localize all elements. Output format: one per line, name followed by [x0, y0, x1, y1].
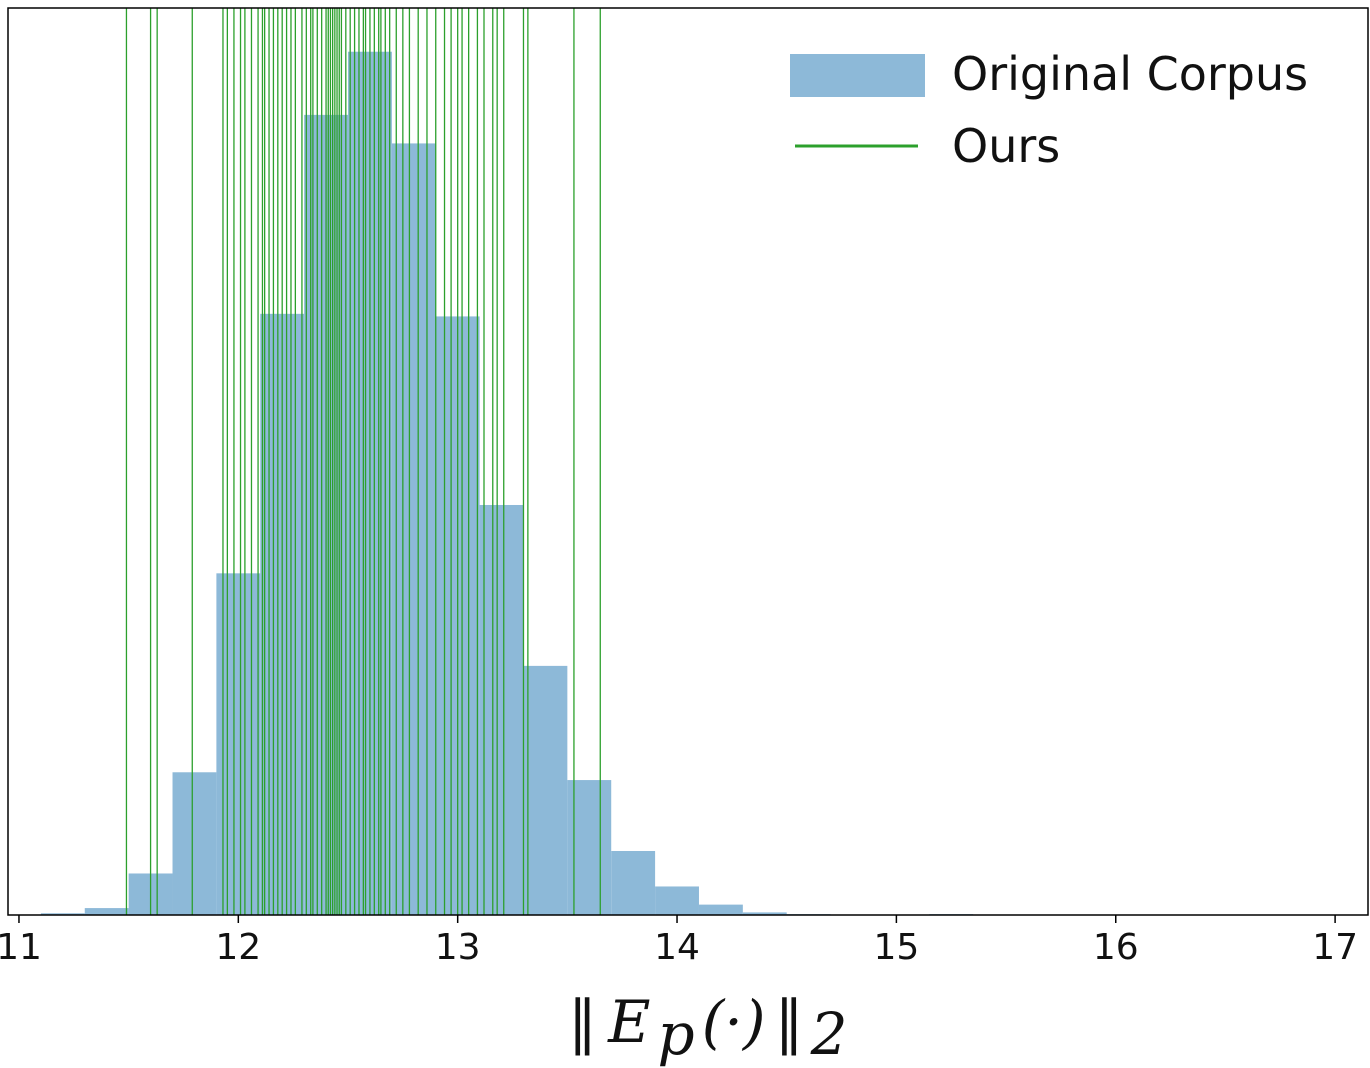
histogram-bar-8 — [391, 143, 436, 916]
histogram-bar-11 — [523, 665, 568, 915]
x-axis-label: ‖ E p (·) ‖ 2 — [568, 988, 848, 1068]
legend-label-ours: Ours — [952, 119, 1060, 173]
x-tick-label-16: 16 — [1093, 927, 1139, 968]
x-tick-label-13: 13 — [435, 927, 481, 968]
histogram-bar-13 — [611, 850, 656, 915]
histogram-bar-12 — [567, 780, 612, 915]
ours-lines — [125, 8, 601, 915]
legend: Original Corpus Ours — [790, 47, 1308, 173]
legend-label-original-corpus: Original Corpus — [952, 47, 1308, 101]
histogram-bar-4 — [216, 573, 261, 915]
histogram-bar-14 — [655, 886, 699, 915]
x-tick-label-12: 12 — [215, 927, 261, 968]
histogram-bar-0 — [40, 913, 85, 915]
x-axis-ticks: 11 12 13 14 15 16 17 — [0, 915, 1358, 968]
x-tick-label-14: 14 — [654, 927, 700, 968]
histogram-bar-16 — [742, 912, 787, 915]
x-tick-label-15: 15 — [873, 927, 919, 968]
histogram-bar-15 — [698, 904, 743, 915]
plot-frame — [7, 7, 1369, 916]
histogram-bar-3 — [172, 772, 217, 915]
histogram-bar-10 — [479, 504, 524, 915]
x-axis-label-text: ‖ E p (·) ‖ 2 — [568, 988, 848, 1068]
histogram-bar-1 — [84, 908, 129, 915]
legend-swatch-original-corpus — [790, 54, 925, 97]
x-tick-label-17: 17 — [1312, 927, 1358, 968]
x-tick-label-11: 11 — [0, 927, 42, 968]
